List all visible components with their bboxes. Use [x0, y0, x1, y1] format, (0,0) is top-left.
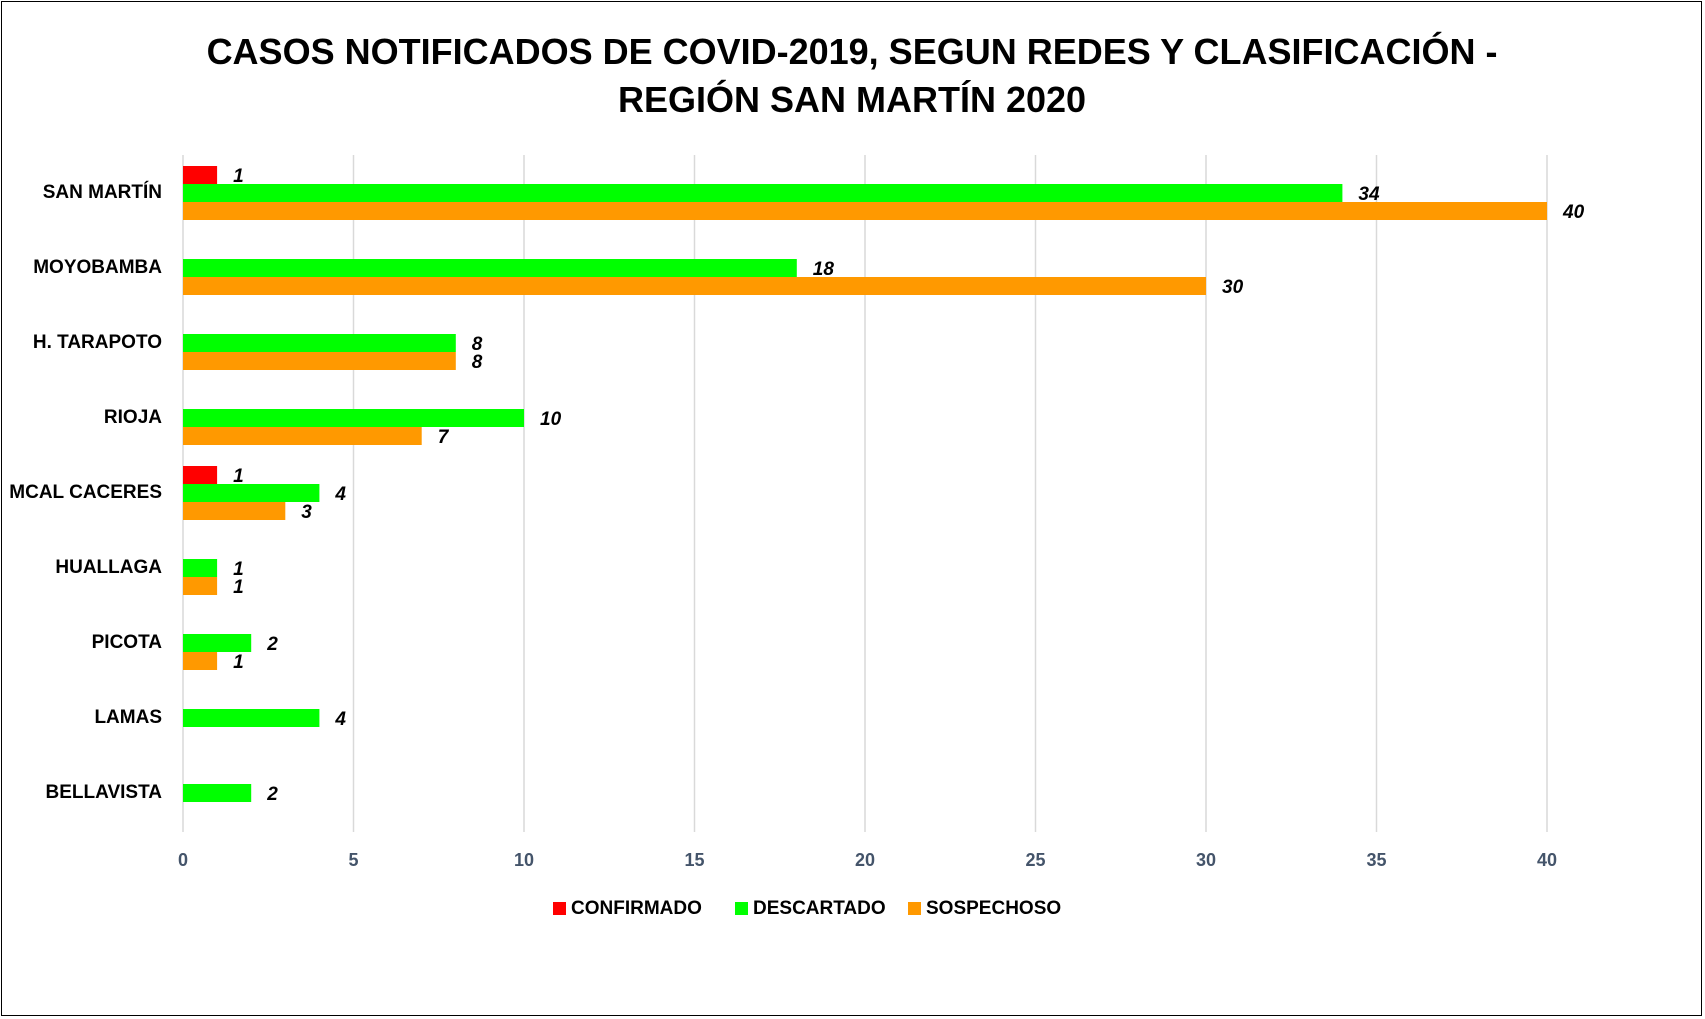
x-tick-label: 20	[855, 850, 875, 870]
bar	[183, 334, 456, 352]
bar	[183, 577, 218, 595]
data-label: 4	[334, 484, 346, 505]
legend-swatch	[735, 902, 748, 915]
data-label: 34	[1358, 184, 1380, 205]
bar	[183, 184, 1343, 202]
legend-label: CONFIRMADO	[571, 898, 702, 919]
data-label: 8	[472, 352, 483, 373]
bar	[183, 466, 218, 484]
legend-swatch	[553, 902, 566, 915]
bar	[183, 559, 218, 577]
x-tick-label: 10	[514, 850, 534, 870]
data-label: 3	[301, 502, 312, 523]
bar	[183, 634, 252, 652]
legend-label: DESCARTADO	[753, 898, 886, 919]
data-label: 1	[233, 577, 244, 598]
data-label: 4	[334, 709, 346, 730]
y-tick-label: MOYOBAMBA	[33, 257, 162, 278]
y-tick-label: RIOJA	[104, 407, 162, 428]
bar	[183, 277, 1206, 295]
y-tick-label: SAN MARTÍN	[43, 181, 162, 203]
x-tick-label: 5	[348, 850, 358, 870]
bar	[183, 652, 218, 670]
data-label: 1	[233, 466, 244, 487]
data-label: 30	[1222, 277, 1244, 298]
legend-swatch	[908, 902, 921, 915]
bar	[183, 409, 524, 427]
y-tick-label: PICOTA	[92, 632, 163, 653]
data-label: 1	[233, 559, 244, 580]
y-tick-label: MCAL CACERES	[9, 482, 162, 503]
data-label: 2	[266, 784, 278, 805]
y-tick-label: H. TARAPOTO	[33, 332, 162, 353]
data-label: 8	[472, 334, 483, 355]
data-label: 2	[266, 634, 278, 655]
chart-title: CASOS NOTIFICADOS DE COVID-2019, SEGUN R…	[206, 31, 1498, 120]
bar	[183, 166, 218, 184]
x-tick-label: 15	[684, 850, 704, 870]
y-tick-label: LAMAS	[94, 707, 162, 728]
legend-label: SOSPECHOSO	[926, 898, 1061, 919]
x-tick-label: 35	[1366, 850, 1386, 870]
bar	[183, 709, 320, 727]
y-tick-label: BELLAVISTA	[46, 782, 163, 803]
bar	[183, 484, 320, 502]
bar	[183, 502, 286, 520]
data-label: 1	[233, 652, 244, 673]
x-tick-label: 40	[1537, 850, 1557, 870]
bar	[183, 259, 797, 277]
data-label: 18	[813, 259, 835, 280]
y-tick-label: HUALLAGA	[55, 557, 162, 578]
bar	[183, 352, 456, 370]
x-tick-label: 0	[178, 850, 188, 870]
bar	[183, 427, 422, 445]
data-label: 40	[1562, 202, 1585, 223]
data-label: 10	[540, 409, 562, 430]
bar	[183, 202, 1547, 220]
x-tick-label: 25	[1025, 850, 1045, 870]
data-label: 7	[438, 427, 450, 448]
x-tick-label: 30	[1196, 850, 1216, 870]
bar	[183, 784, 252, 802]
data-label: 1	[233, 166, 244, 187]
